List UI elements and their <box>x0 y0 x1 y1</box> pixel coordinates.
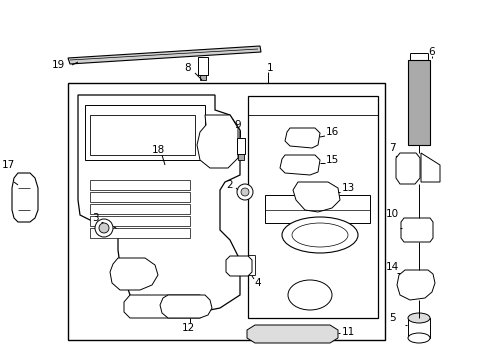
Text: 8: 8 <box>184 63 191 73</box>
Text: 15: 15 <box>325 155 338 165</box>
Text: 6: 6 <box>428 47 434 57</box>
Polygon shape <box>396 270 434 300</box>
Text: 2: 2 <box>226 180 233 190</box>
Text: 9: 9 <box>234 120 241 130</box>
Ellipse shape <box>407 313 429 323</box>
Ellipse shape <box>95 219 113 237</box>
Bar <box>90 228 190 238</box>
Text: 16: 16 <box>325 127 338 137</box>
Bar <box>90 216 190 226</box>
Text: 18: 18 <box>151 145 164 155</box>
Bar <box>264 195 369 223</box>
Bar <box>198 57 207 75</box>
Bar <box>200 75 205 80</box>
Ellipse shape <box>407 333 429 343</box>
Text: 3: 3 <box>92 213 98 223</box>
Bar <box>90 204 190 214</box>
Polygon shape <box>124 295 204 318</box>
Text: 13: 13 <box>341 183 354 193</box>
Polygon shape <box>246 325 337 343</box>
Ellipse shape <box>99 223 109 233</box>
Text: 14: 14 <box>385 262 398 272</box>
Bar <box>237 138 244 154</box>
Text: 4: 4 <box>254 278 261 288</box>
Polygon shape <box>400 218 432 242</box>
Bar <box>238 154 244 160</box>
Polygon shape <box>292 182 339 212</box>
Bar <box>90 180 190 190</box>
Polygon shape <box>280 155 319 175</box>
Text: 17: 17 <box>1 160 15 170</box>
Polygon shape <box>395 153 419 184</box>
Polygon shape <box>225 256 251 276</box>
Polygon shape <box>285 128 319 148</box>
Polygon shape <box>160 295 212 318</box>
Bar <box>90 115 195 155</box>
Text: 7: 7 <box>388 143 394 153</box>
Ellipse shape <box>241 188 248 196</box>
Text: 19: 19 <box>51 60 64 70</box>
Polygon shape <box>78 95 240 312</box>
Bar <box>90 192 190 202</box>
Ellipse shape <box>291 223 347 247</box>
Text: 10: 10 <box>385 209 398 219</box>
Polygon shape <box>420 153 439 182</box>
Ellipse shape <box>282 217 357 253</box>
Polygon shape <box>68 46 261 64</box>
Text: 11: 11 <box>341 327 354 337</box>
Bar <box>407 318 429 338</box>
Ellipse shape <box>287 280 331 310</box>
Polygon shape <box>12 173 38 222</box>
Text: 5: 5 <box>388 313 394 323</box>
Text: 12: 12 <box>181 323 194 333</box>
Bar <box>68 83 384 340</box>
Polygon shape <box>247 96 377 318</box>
Polygon shape <box>110 258 158 290</box>
Polygon shape <box>197 115 238 168</box>
Ellipse shape <box>237 184 252 200</box>
Bar <box>85 105 204 160</box>
Text: 1: 1 <box>266 63 273 73</box>
Bar <box>407 60 429 145</box>
